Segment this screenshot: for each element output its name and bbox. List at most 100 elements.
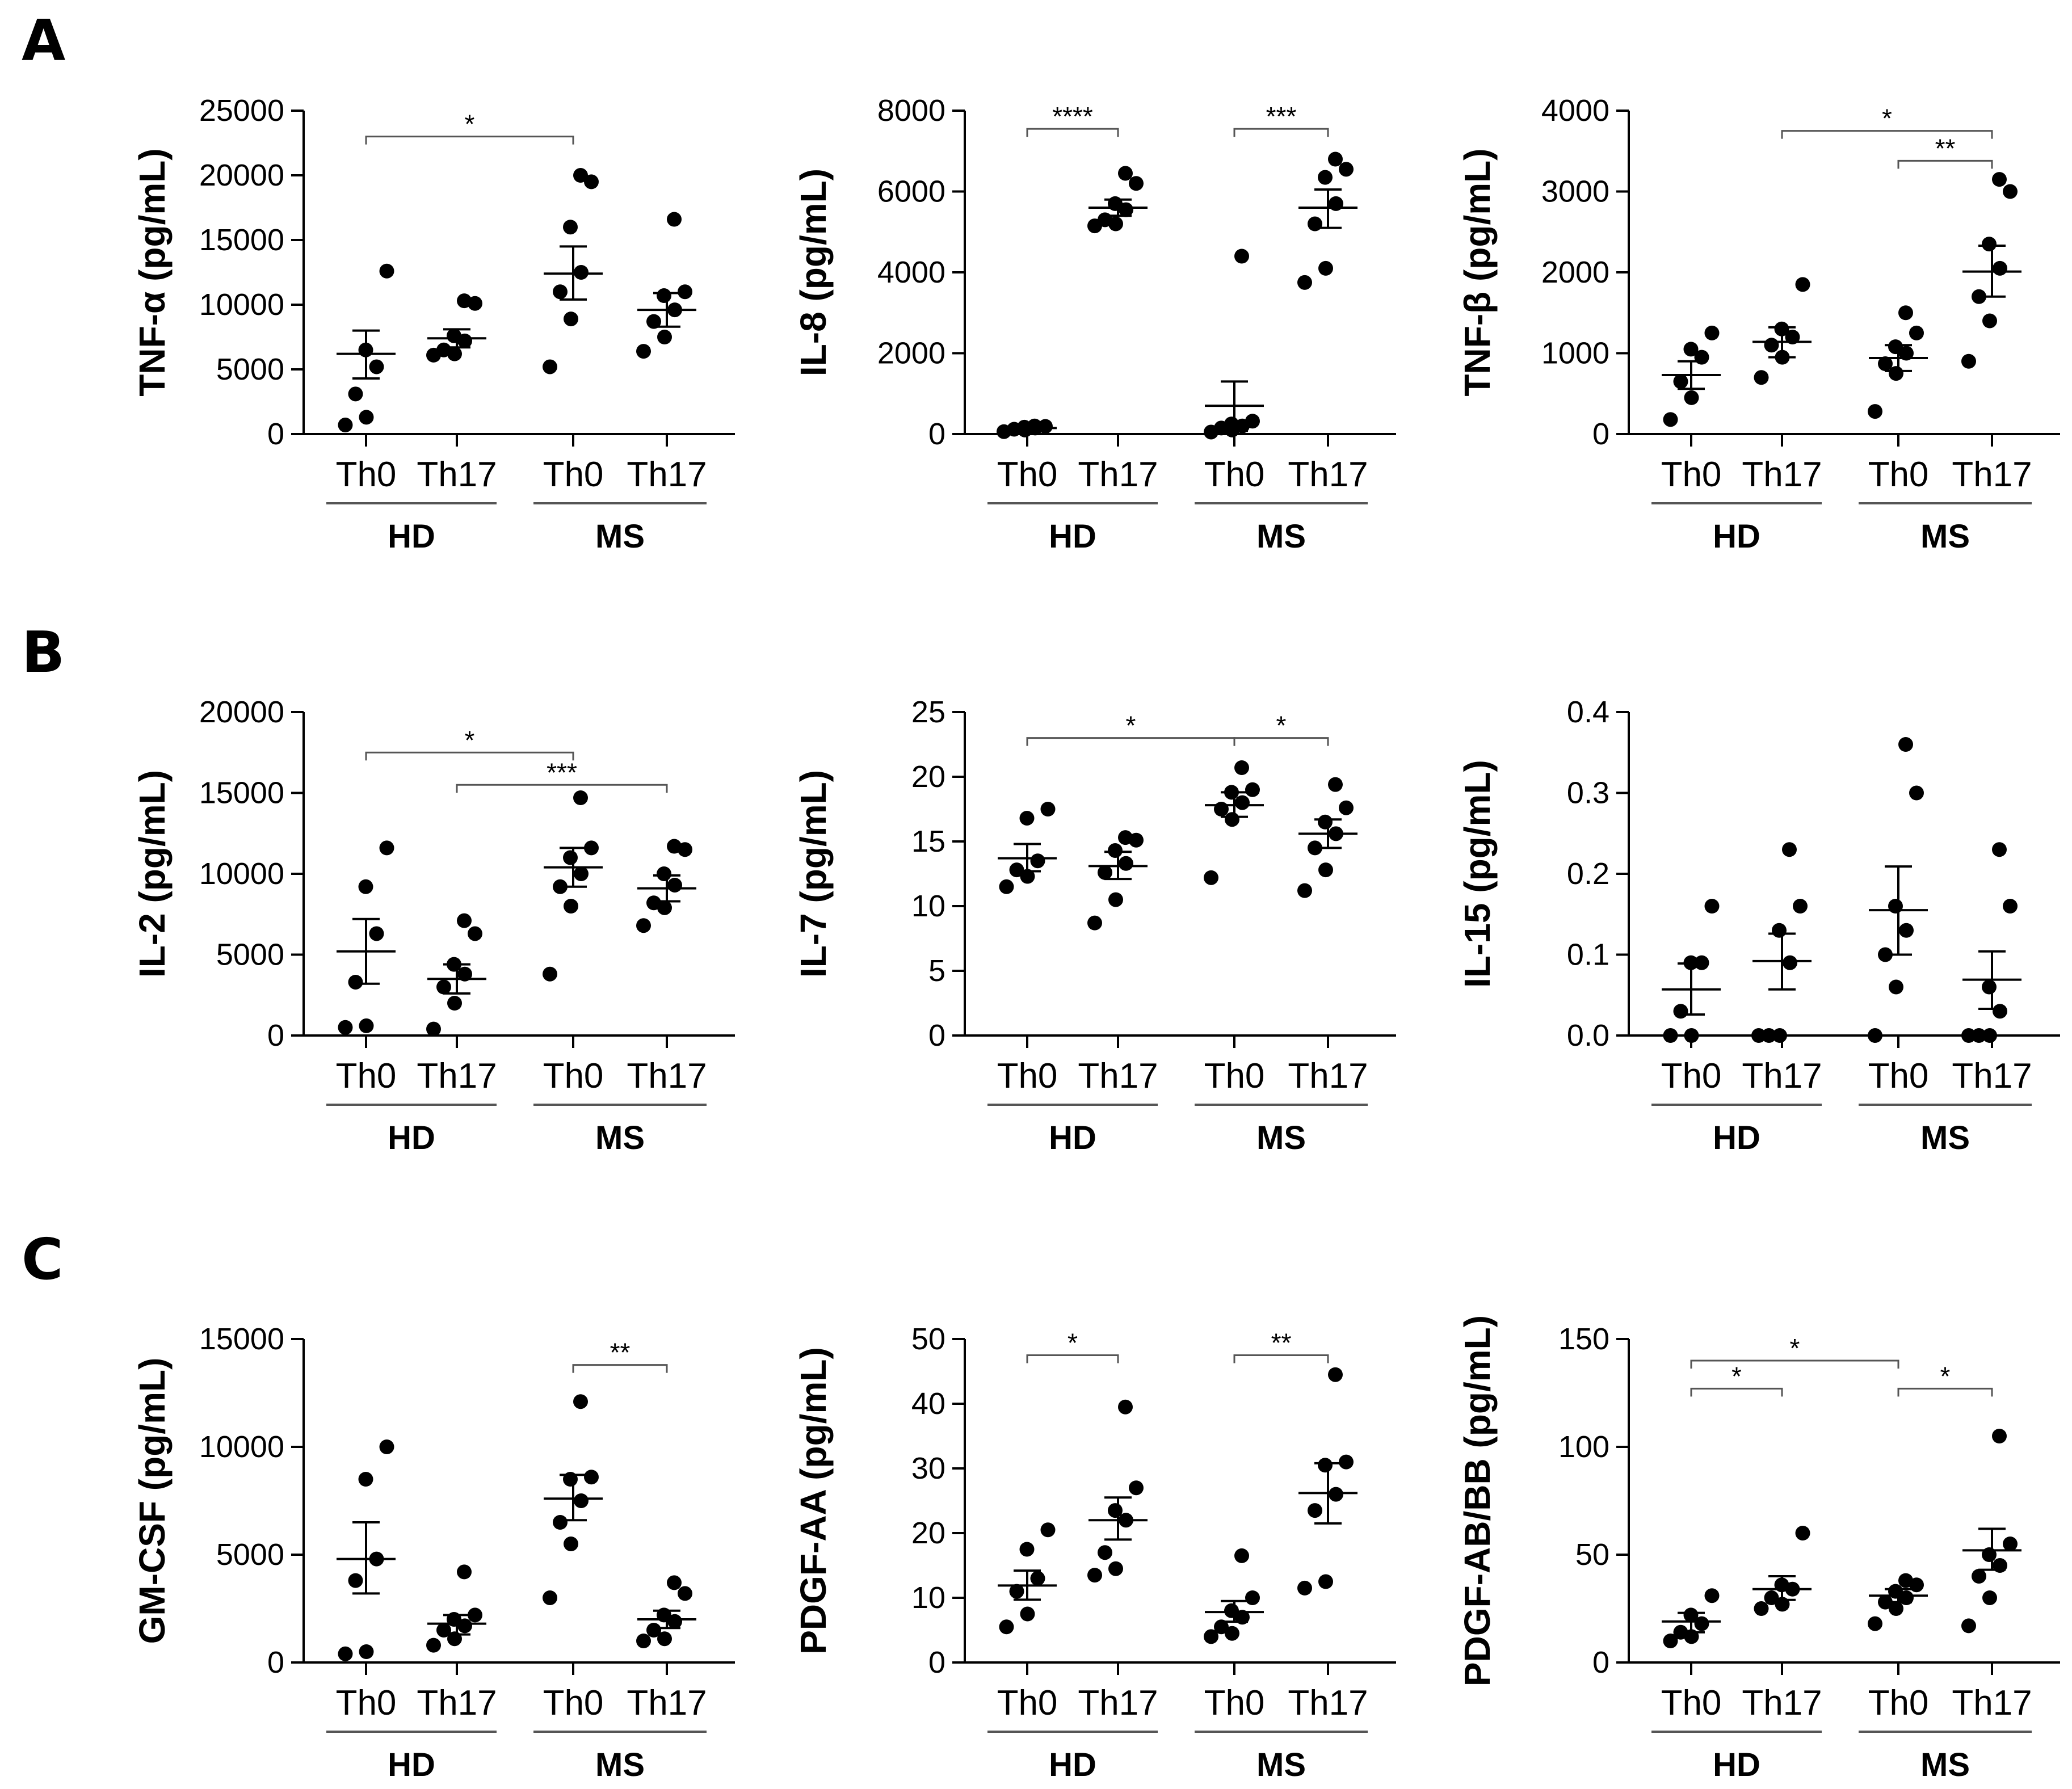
data-point xyxy=(1673,374,1688,389)
y-tick-label: 5000 xyxy=(216,938,284,972)
group-label: HD xyxy=(1713,1746,1760,1783)
data-point xyxy=(678,284,692,300)
data-point xyxy=(1245,1590,1260,1605)
data-point xyxy=(657,1631,672,1647)
data-point xyxy=(573,790,588,806)
x-tick-label: Th0 xyxy=(1868,455,1929,494)
data-point xyxy=(1129,1480,1144,1496)
significance-bracket xyxy=(365,751,574,761)
data-point xyxy=(1684,1028,1699,1043)
data-point xyxy=(1898,737,1913,752)
data-point xyxy=(553,1515,568,1530)
data-point xyxy=(1087,1568,1102,1583)
x-tick-label: Th17 xyxy=(1952,1056,2032,1096)
data-point xyxy=(553,284,568,300)
data-point xyxy=(1108,1561,1123,1576)
data-point xyxy=(1982,979,1997,995)
data-point xyxy=(584,1470,599,1485)
y-axis-title: GM-CSF (pg/mL) xyxy=(132,1358,173,1644)
data-point xyxy=(667,839,682,854)
data-point xyxy=(657,866,671,881)
panel-letter-A: A xyxy=(22,7,66,74)
data-point xyxy=(1704,899,1720,914)
y-tick-label: 20 xyxy=(911,1516,945,1550)
x-tick-label: Th0 xyxy=(336,1683,397,1723)
data-point xyxy=(1704,1588,1720,1603)
data-point xyxy=(999,879,1014,894)
data-point xyxy=(1328,777,1343,792)
data-point xyxy=(1909,785,1924,801)
data-point xyxy=(447,996,462,1011)
data-point xyxy=(573,1394,588,1409)
y-tick-label: 40 xyxy=(911,1387,945,1421)
x-tick-label: Th0 xyxy=(997,1056,1058,1096)
data-point xyxy=(436,342,451,357)
data-point xyxy=(1663,1634,1678,1648)
data-point xyxy=(1993,260,2007,276)
data-point xyxy=(338,1646,353,1661)
y-tick-label: 10000 xyxy=(199,1430,284,1464)
data-point xyxy=(1704,325,1720,340)
chart-5: 0 5 10 15 20 25 Th0 Th17 Th0 Th17 HD MS IL-7 (pg/mL)… xyxy=(793,695,1396,1156)
data-point xyxy=(1234,249,1249,264)
data-point xyxy=(543,359,557,374)
y-axis-title: PDGF-AB/BB (pg/mL) xyxy=(1457,1315,1498,1686)
data-point xyxy=(1972,1028,1986,1043)
y-tick-label: 20000 xyxy=(199,695,284,729)
data-point xyxy=(667,877,682,893)
x-tick-label: Th17 xyxy=(1078,1056,1158,1096)
x-tick-label: Th17 xyxy=(1742,1683,1822,1723)
data-point xyxy=(678,1586,692,1601)
data-point xyxy=(564,1537,578,1551)
data-point xyxy=(1214,802,1229,816)
data-point xyxy=(543,1590,557,1605)
chart-7: 0 5000 10000 15000 Th0 Th17 Th0 Th17 HD MS GM-CSF … xyxy=(132,1322,735,1783)
data-point xyxy=(2003,899,2018,914)
data-point xyxy=(1982,313,1997,329)
data-point xyxy=(1318,814,1333,830)
y-axis-title: TNF-β (pg/mL) xyxy=(1457,148,1498,396)
data-point xyxy=(1663,412,1678,427)
y-tick-label: 0 xyxy=(267,1018,284,1053)
data-point xyxy=(348,1573,363,1588)
data-point xyxy=(1754,370,1769,385)
y-tick-label: 15000 xyxy=(199,776,284,810)
y-tick-label: 20 xyxy=(911,760,945,794)
data-point xyxy=(1889,1601,1903,1616)
data-point xyxy=(1782,842,1797,857)
data-point xyxy=(338,1020,353,1035)
data-point xyxy=(426,1638,441,1653)
data-point xyxy=(667,1575,682,1590)
data-point xyxy=(1224,416,1239,432)
data-point xyxy=(1889,366,1903,381)
data-point xyxy=(1245,782,1260,797)
y-tick-label: 5000 xyxy=(216,352,284,386)
significance-bracket xyxy=(1233,737,1329,746)
y-tick-label: 10000 xyxy=(199,857,284,891)
data-point xyxy=(1038,419,1053,434)
data-point xyxy=(636,344,651,359)
data-point xyxy=(426,1021,441,1037)
significance-bracket xyxy=(1690,1387,1783,1397)
chart-4: 0 5000 10000 15000 20000 Th0 Th17 Th0 Th17 HD MS IL… xyxy=(132,695,735,1156)
x-tick-label: Th0 xyxy=(1204,1683,1265,1723)
significance-bracket xyxy=(1233,1354,1329,1363)
x-tick-label: Th17 xyxy=(1078,1683,1158,1723)
data-point xyxy=(1961,1618,1976,1634)
data-point xyxy=(1694,1616,1709,1631)
data-point xyxy=(1118,830,1133,845)
y-tick-label: 6000 xyxy=(877,175,945,209)
data-point xyxy=(1762,1028,1776,1043)
y-tick-label: 150 xyxy=(1558,1322,1609,1356)
significance-bracket xyxy=(365,136,574,145)
y-tick-label: 10 xyxy=(911,1581,945,1615)
y-tick-label: 0.2 xyxy=(1567,857,1609,891)
data-point xyxy=(1868,1028,1882,1043)
significance-label: * xyxy=(1067,1328,1078,1358)
significance-label: *** xyxy=(547,757,577,787)
data-point xyxy=(564,312,578,327)
significance-label: * xyxy=(1731,1361,1742,1391)
data-point xyxy=(348,386,363,402)
data-point xyxy=(1793,899,1808,914)
x-tick-label: Th17 xyxy=(627,1056,707,1096)
